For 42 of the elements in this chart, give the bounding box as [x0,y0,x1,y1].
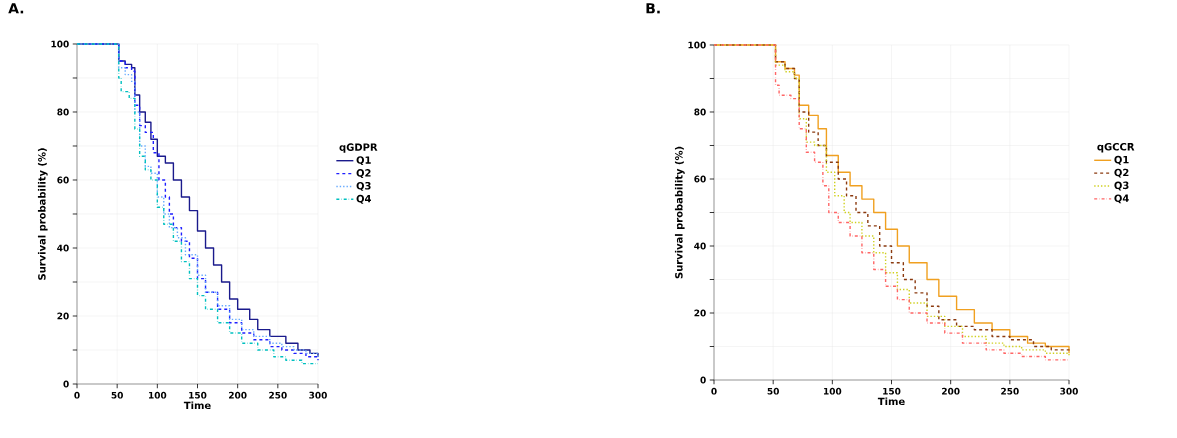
x-tick-label: 250 [1001,387,1019,395]
legend-label: Q1 [1114,155,1129,165]
legend-label: Q3 [1114,181,1129,191]
x-tick-label: 0 [74,391,80,399]
x-axis-title: Time [183,401,211,410]
y-tick-label: 40 [57,244,69,252]
x-tick-label: 300 [309,391,327,399]
y-tick-label: 80 [694,108,706,116]
x-tick-label: 150 [883,387,901,395]
x-tick-label: 100 [824,387,842,395]
x-tick-label: 150 [189,391,207,399]
y-axis-title: Survival probability (%) [674,146,685,279]
legend-label: Q3 [356,181,371,191]
x-tick-label: 200 [229,391,247,399]
y-tick-label: 0 [700,376,706,384]
legend-label: Q2 [356,169,371,178]
y-tick-label: 100 [688,41,706,49]
x-tick-label: 50 [111,391,123,399]
y-tick-label: 20 [57,312,69,320]
y-tick-label: 100 [51,40,69,48]
y-axis-title: Survival probability (%) [37,148,48,280]
x-tick-label: 50 [767,387,779,395]
legend-label: Q1 [356,156,371,166]
legend-label: Q4 [356,194,371,204]
x-tick-label: 200 [942,387,960,395]
y-tick-label: 60 [694,175,706,183]
x-tick-label: 0 [711,387,717,395]
chart-title: B. [646,3,660,14]
x-tick-label: 100 [148,391,167,399]
x-tick-label: 300 [1060,387,1078,395]
y-tick-label: 80 [57,108,69,116]
x-axis-title: Time [877,397,905,406]
y-tick-label: 0 [63,380,69,388]
y-tick-label: 20 [694,309,706,317]
legend-label: Q2 [1114,168,1129,178]
legend-title: qGCCR [1097,142,1135,153]
y-tick-label: 60 [57,176,69,184]
legend-label: Q4 [1114,194,1129,204]
x-tick-label: 250 [269,391,287,399]
legend-title: qGDPR [339,143,378,153]
y-tick-label: 40 [694,242,706,250]
chart-title: A. [8,3,24,14]
